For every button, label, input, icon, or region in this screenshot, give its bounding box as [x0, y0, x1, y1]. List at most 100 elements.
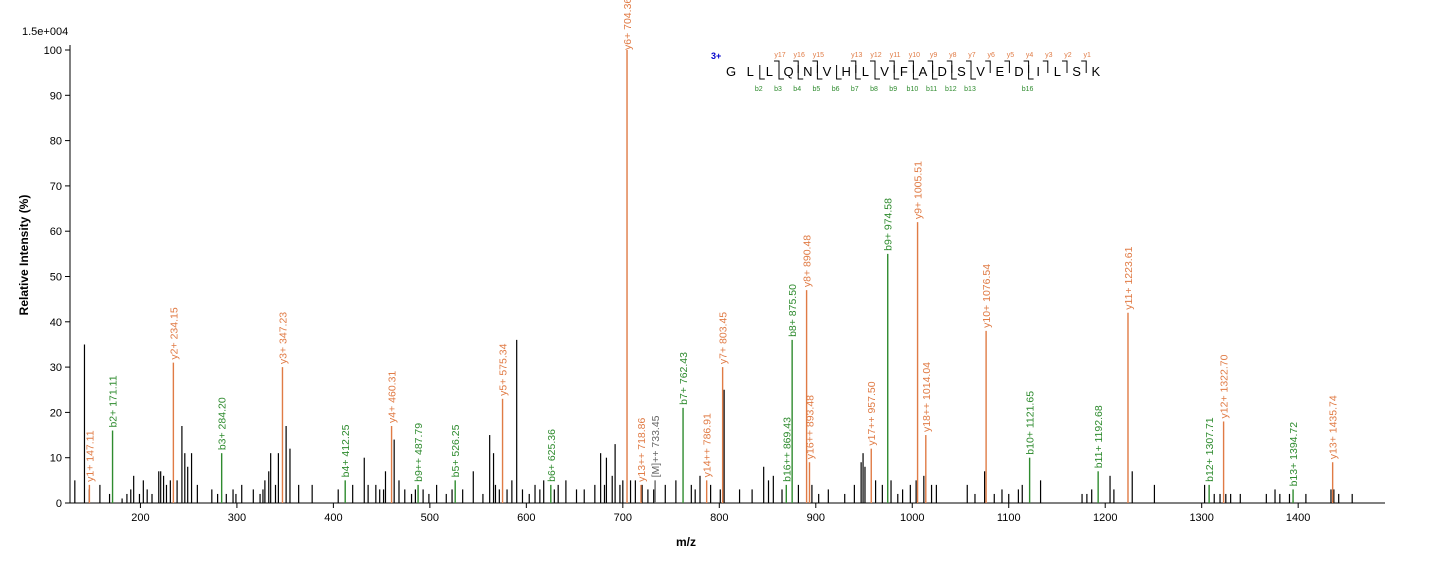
peak-label: y13+ 1435.74 — [1328, 395, 1340, 459]
x-tick-label: 1300 — [1189, 512, 1213, 524]
sequence-residue: D — [1014, 64, 1023, 79]
y-ion-label: y5 — [1007, 52, 1015, 59]
y-tick-label: 100 — [44, 45, 62, 57]
annotated-peaks: y1+ 147.11 b2+ 171.11 y2+ 234.15 b3+ 284.20… — [84, 0, 1340, 503]
b-ion-bracket — [874, 65, 880, 80]
y-ion-bracket — [908, 60, 914, 73]
x-axis-title: m/z — [676, 535, 696, 549]
sequence-residue: L — [862, 64, 869, 79]
y-tick-label: 10 — [50, 453, 62, 465]
peak-label: y6+ 704.36 — [622, 0, 634, 50]
peak-label: y3+ 347.23 — [277, 312, 289, 364]
b-ion-label: b7 — [851, 86, 859, 93]
sequence-residue: S — [957, 64, 966, 79]
b-ion-bracket — [932, 65, 938, 80]
b-ion-label: b12 — [945, 86, 957, 93]
b-ion-label: b4 — [793, 86, 801, 93]
sequence-residue: V — [880, 64, 889, 79]
y-ion-bracket — [812, 60, 818, 73]
intensity-scale-label: 1.5e+004 — [22, 26, 68, 38]
sequence-residue: S — [1072, 64, 1081, 79]
y-tick-label: 30 — [50, 362, 62, 374]
y-ion-label: y16 — [794, 52, 805, 59]
sequence-residue: F — [900, 64, 908, 79]
x-tick-label: 800 — [710, 512, 728, 524]
y-ion-label: y17 — [774, 52, 785, 59]
peak-label: y8+ 890.48 — [802, 235, 814, 287]
peak-label: b9++ 487.79 — [413, 423, 425, 482]
peak-label: y14++ 786.91 — [702, 413, 714, 477]
peak-label: y10+ 1076.54 — [981, 264, 993, 328]
y-ion-label: y2 — [1064, 52, 1072, 59]
x-tick-label: 500 — [421, 512, 439, 524]
y-ion-bracket — [966, 60, 972, 73]
sequence-residue: A — [919, 64, 928, 79]
y-ion-label: y6 — [987, 52, 995, 59]
y-axis-title: Relative Intensity (%) — [17, 195, 31, 316]
peak-label: b8+ 875.50 — [787, 284, 799, 337]
peak-label: b13+ 1394.72 — [1288, 422, 1300, 487]
peak-label: b4+ 412.25 — [340, 424, 352, 477]
b-ion-label: b2 — [755, 86, 763, 93]
x-tick-label: 1100 — [997, 512, 1021, 524]
b-ion-bracket — [855, 65, 861, 80]
b-ion-bracket — [836, 65, 842, 80]
y-ion-bracket — [985, 60, 991, 73]
charge-state: 3+ — [711, 51, 721, 61]
b-ion-bracket — [797, 65, 804, 80]
peak-label: y18++ 1014.04 — [921, 362, 933, 432]
b-ion-label: b10 — [907, 86, 919, 93]
x-tick-label: 600 — [517, 512, 535, 524]
y-tick-label: 20 — [50, 407, 62, 419]
y-ion-bracket — [1081, 60, 1087, 73]
peak-label: y12+ 1322.70 — [1219, 354, 1231, 418]
y-ion-bracket — [774, 60, 780, 73]
b-ion-bracket — [893, 65, 900, 80]
b-ion-label: b16 — [1022, 86, 1034, 93]
sequence-residue: K — [1091, 64, 1100, 79]
y-ion-bracket — [1023, 60, 1030, 73]
y-ion-label: y13 — [851, 52, 862, 59]
x-tick-label: 700 — [614, 512, 632, 524]
y-ion-label: y4 — [1026, 52, 1034, 59]
x-tick-label: 1400 — [1286, 512, 1310, 524]
b-ion-bracket — [759, 65, 765, 80]
y-tick-label: 90 — [50, 90, 62, 102]
peak-label: y1+ 147.11 — [84, 430, 96, 482]
y-ion-label: y12 — [870, 52, 881, 59]
b-ion-label: b9 — [889, 86, 897, 93]
peak-label: y4+ 460.31 — [387, 371, 399, 423]
y-ion-label: y8 — [949, 52, 957, 59]
y-ion-label: y1 — [1083, 52, 1091, 59]
sequence-residue: N — [803, 64, 812, 79]
peak-label: y16++ 893.48 — [804, 395, 816, 459]
y-tick-label: 0 — [56, 498, 62, 510]
sequence-residue: I — [1036, 64, 1040, 79]
sequence-residue: V — [976, 64, 985, 79]
y-ion-label: y7 — [968, 52, 976, 59]
peak-label: b16++ 869.43 — [781, 417, 793, 482]
b-ion-bracket — [951, 65, 957, 80]
peak-label: b5+ 526.25 — [450, 424, 462, 477]
peak-label: b11+ 1192.68 — [1093, 405, 1105, 468]
y-ion-bracket — [1062, 60, 1068, 73]
y-ion-bracket — [927, 60, 934, 73]
sequence-residue: G — [726, 64, 736, 79]
b-ion-label: b3 — [774, 86, 782, 93]
peak-label: [M]++ 733.45 — [650, 415, 662, 477]
peak-label: y2+ 234.15 — [168, 307, 180, 359]
b-ion-label: b13 — [964, 86, 976, 93]
b-ion-bracket — [816, 65, 823, 80]
peak-label: b7+ 762.43 — [678, 352, 690, 405]
peak-label: b2+ 171.11 — [108, 375, 120, 427]
peak-label: b6+ 625.36 — [546, 429, 558, 482]
peak-label: b3+ 284.20 — [217, 397, 229, 450]
y-tick-label: 80 — [50, 136, 62, 148]
x-tick-label: 300 — [228, 512, 246, 524]
b-ion-label: b11 — [926, 86, 937, 93]
sequence-residue: V — [823, 64, 832, 79]
peak-label: y7+ 803.45 — [718, 312, 730, 364]
y-ion-bracket — [1004, 60, 1010, 73]
